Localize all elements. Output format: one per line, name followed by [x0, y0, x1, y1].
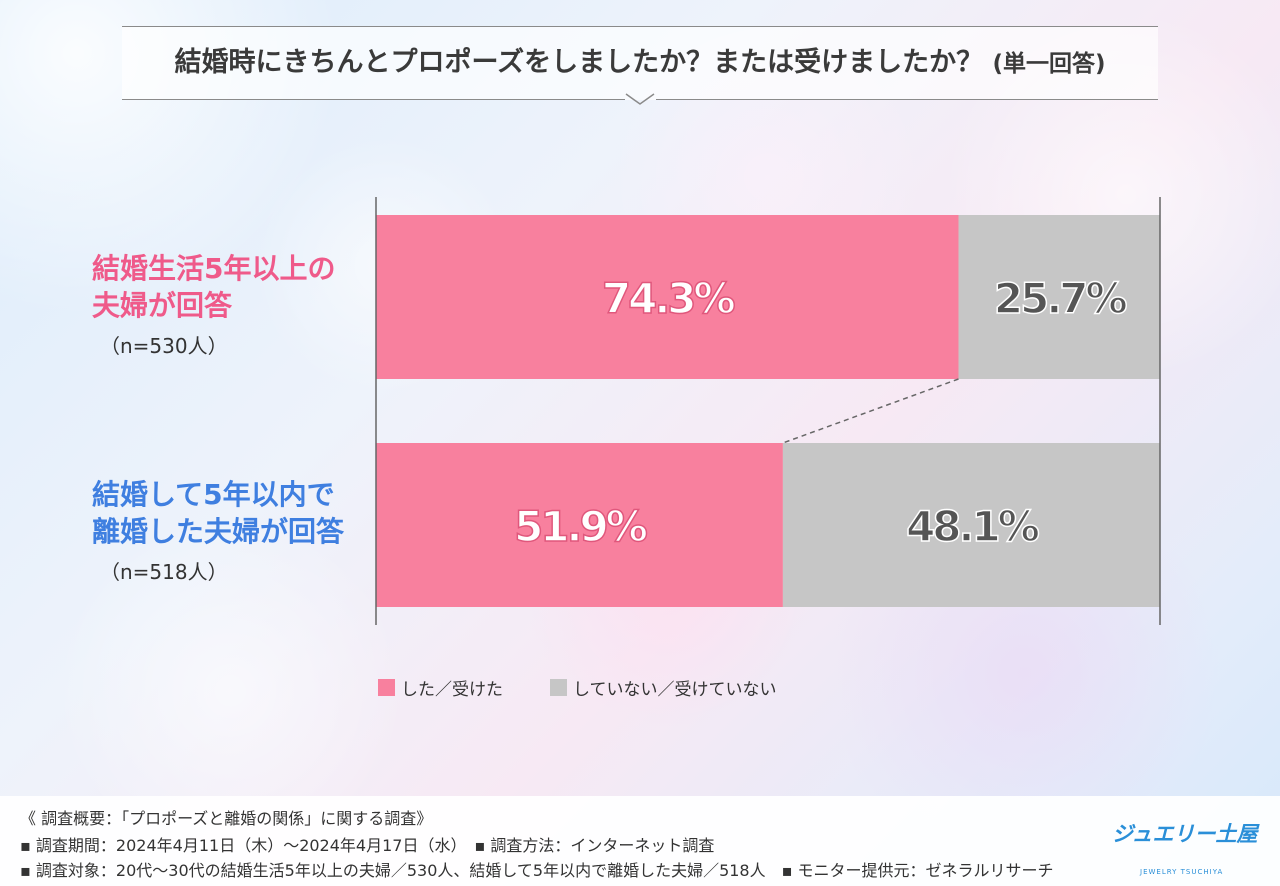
bar-label-row1-no: 25.7% — [994, 274, 1127, 323]
chart-title-main: 結婚時にきちんとプロポーズをしましたか？または受けましたか？ — [174, 47, 984, 78]
chevron-down-icon — [625, 93, 655, 105]
footer-line-1: 《 調査概要：「プロポーズと離婚の関係」に関する調査》 — [20, 809, 433, 828]
bar-label-row2-no: 48.1% — [906, 502, 1039, 551]
row1-n-label: （n=530人） — [100, 334, 228, 358]
bar-label-row1-yes: 74.3% — [602, 274, 735, 323]
brand-logo: ジュエリー土屋 — [1112, 822, 1258, 846]
title-top-rule — [122, 26, 1158, 27]
chart-title: 結婚時にきちんとプロポーズをしましたか？または受けましたか？ (単一回答) — [122, 40, 1158, 79]
legend-label-yes: した／受けた — [401, 680, 503, 700]
footer — [0, 796, 1280, 886]
footer-line-2: ▪ 調査期間：2024年4月11日（木）〜2024年4月17日（水） ▪ 調査方… — [20, 836, 715, 855]
legend-swatch-no — [550, 679, 567, 696]
row2-label: 結婚して5年以内で 離婚した夫婦が回答 — [92, 476, 344, 550]
brand-logo-sub: JEWELRY TSUCHIYA — [1140, 868, 1224, 876]
bar-label-row2-yes: 51.9% — [514, 502, 647, 551]
row2-label-line1: 結婚して5年以内で — [92, 478, 335, 511]
bar-row2-no — [782, 443, 1160, 607]
title-box — [122, 26, 1158, 100]
bar-row2-yes — [376, 443, 783, 607]
bar-row1-no — [958, 215, 1160, 379]
connector-dashed-line — [782, 378, 959, 444]
row2-label-line2: 離婚した夫婦が回答 — [92, 515, 345, 548]
legend-label-no: していない／受けていない — [573, 680, 777, 700]
chart-title-sub: (単一回答) — [992, 51, 1106, 77]
footer-line-3: ▪ 調査対象：20代〜30代の結婚生活5年以上の夫婦／530人、結婚して5年以内… — [20, 861, 1054, 880]
title-bottom-rule-left — [122, 99, 625, 100]
row1-label: 結婚生活5年以上の 夫婦が回答 — [92, 250, 335, 324]
legend-item-no: していない／受けていない — [550, 675, 777, 700]
title-bottom-rule-right — [656, 99, 1158, 100]
legend-item-yes: した／受けた — [378, 675, 503, 700]
row2-n-label: （n=518人） — [100, 560, 228, 584]
legend-swatch-yes — [378, 679, 395, 696]
row1-label-line1: 結婚生活5年以上の — [92, 252, 336, 285]
row1-label-line2: 夫婦が回答 — [92, 289, 233, 322]
bar-row1-yes — [376, 215, 959, 379]
